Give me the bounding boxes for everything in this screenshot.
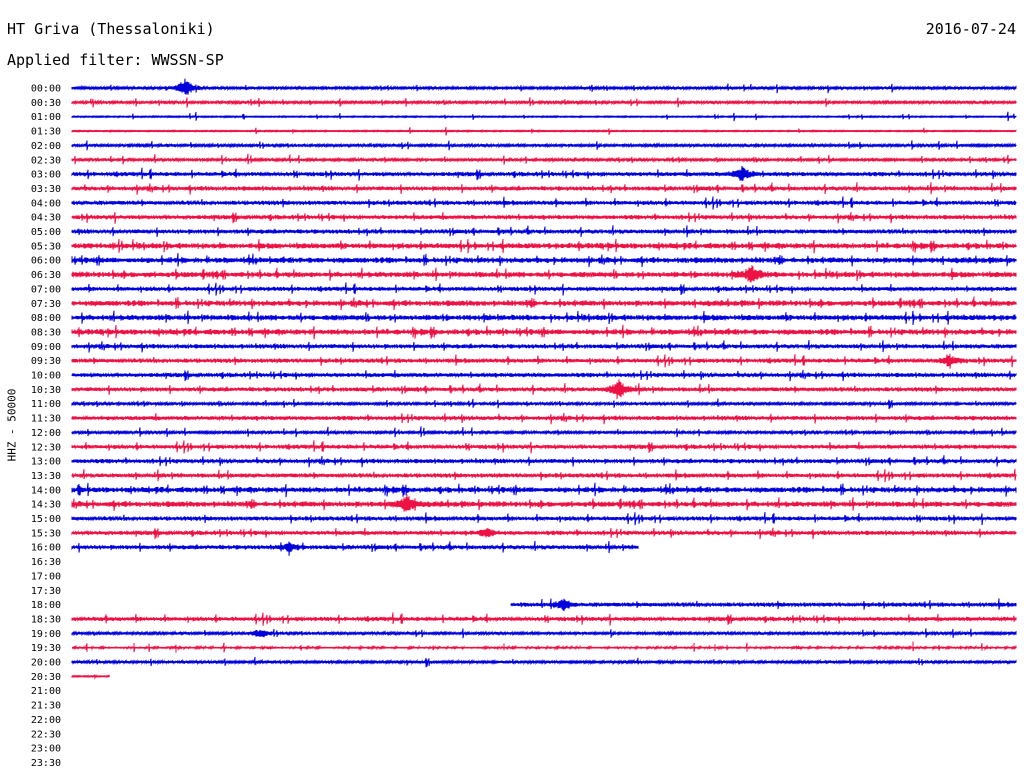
time-label: 23:30 (31, 758, 61, 769)
time-label: 19:00 (31, 629, 61, 640)
time-label: 22:30 (31, 729, 61, 740)
trace-1600 (71, 540, 639, 556)
time-label: 23:00 (31, 744, 61, 755)
time-label: 17:00 (31, 571, 61, 582)
time-label: 05:30 (31, 241, 61, 252)
time-label: 14:30 (31, 500, 61, 511)
trace-0000 (71, 78, 1017, 95)
time-label: 21:00 (31, 686, 61, 697)
time-label: 19:30 (31, 643, 61, 654)
time-label: 22:00 (31, 715, 61, 726)
time-label: 20:00 (31, 658, 61, 669)
time-label: 04:00 (31, 198, 61, 209)
time-label: 05:00 (31, 227, 61, 238)
time-label: 10:00 (31, 371, 61, 382)
time-label: 17:30 (31, 586, 61, 597)
time-label: 11:00 (31, 399, 61, 410)
time-label: 07:00 (31, 284, 61, 295)
trace-0430 (71, 212, 1017, 224)
time-label: 01:00 (31, 112, 61, 123)
time-label: 12:00 (31, 428, 61, 439)
time-label: 03:30 (31, 184, 61, 195)
time-label: 13:30 (31, 471, 61, 482)
time-label: 01:30 (31, 127, 61, 138)
time-label: 08:00 (31, 313, 61, 324)
time-label: 07:30 (31, 299, 61, 310)
time-label: 00:30 (31, 98, 61, 109)
time-label: 00:00 (31, 84, 61, 95)
time-label: 20:30 (31, 672, 61, 683)
time-label: 15:00 (31, 514, 61, 525)
time-label: 15:30 (31, 528, 61, 539)
filter-label: Applied filter: WWSSN-SP (7, 51, 224, 69)
time-label: 08:30 (31, 327, 61, 338)
time-labels: 00:00 00:30 01:00 01:30 02:00 02:30 03:00 03:30… (31, 84, 61, 769)
time-label: 16:00 (31, 543, 61, 554)
time-label: 04:30 (31, 213, 61, 224)
time-label: 10:30 (31, 385, 61, 396)
time-label: 03:00 (31, 170, 61, 181)
record-date: 2016-07-24 (925, 20, 1016, 38)
time-label: 13:00 (31, 457, 61, 468)
time-label: 06:00 (31, 256, 61, 267)
time-label: 14:00 (31, 485, 61, 496)
time-label: 09:30 (31, 356, 61, 367)
time-label: 02:30 (31, 155, 61, 166)
time-label: 12:30 (31, 442, 61, 453)
seismic-traces (71, 78, 1017, 680)
time-label: 09:00 (31, 342, 61, 353)
time-label: 21:30 (31, 701, 61, 712)
station-title: HT Griva (Thessaloniki) (7, 20, 215, 38)
time-label: 02:00 (31, 141, 61, 152)
time-label: 11:30 (31, 414, 61, 425)
time-label: 18:30 (31, 614, 61, 625)
trace-1430 (71, 494, 1017, 512)
time-label: 18:00 (31, 600, 61, 611)
time-label: 16:30 (31, 557, 61, 568)
time-label: 06:30 (31, 270, 61, 281)
